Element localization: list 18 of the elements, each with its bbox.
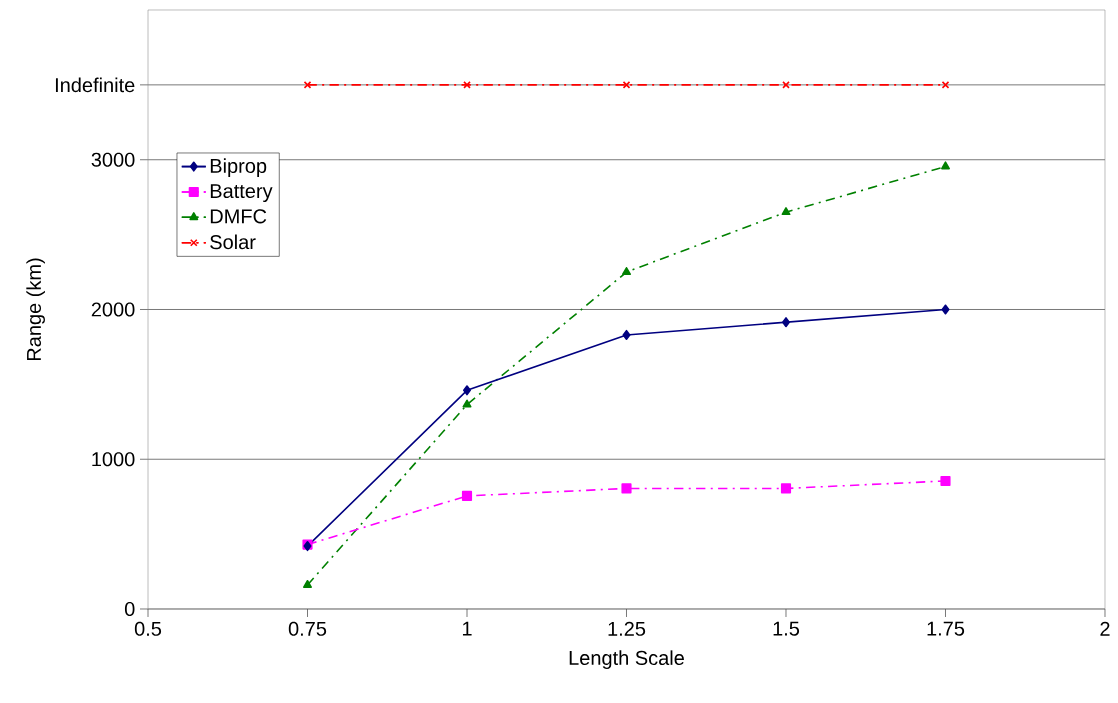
legend-label: Solar (210, 234, 256, 250)
legend-label: DMFC (210, 209, 267, 224)
x-tick-label: 1 (462, 621, 472, 636)
y-tick-label: 3000 (91, 152, 135, 167)
y-tick-label: 0 (124, 601, 135, 617)
legend-label: Battery (210, 184, 273, 203)
legend-label: Biprop (210, 158, 267, 177)
x-tick-label: 0.75 (288, 621, 327, 636)
x-tick-label: 1.75 (927, 621, 965, 636)
y-tick-label: 1000 (92, 452, 135, 467)
y-tick-label: 2000 (91, 302, 135, 317)
x-tick-label: 0.5 (134, 621, 162, 636)
x-tick-label: 1.5 (773, 621, 800, 636)
y-axis-title: Range (km) (26, 258, 45, 361)
x-axis-title: Length Scale (569, 650, 684, 669)
y-tick-label: Indefinite (55, 77, 135, 93)
x-tick-label: 2 (1100, 621, 1110, 636)
x-tick-label: 1.25 (608, 621, 646, 636)
